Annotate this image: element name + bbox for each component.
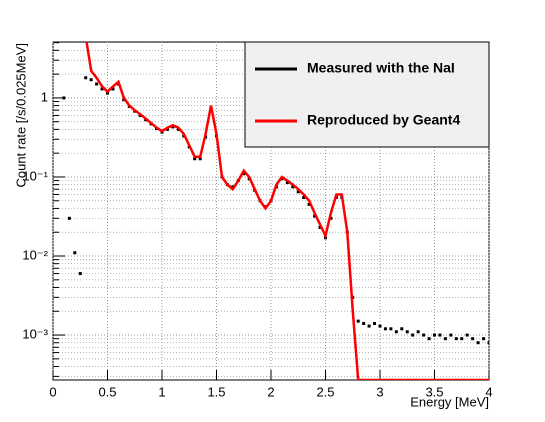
- data-point: [111, 87, 115, 91]
- data-point: [422, 333, 426, 337]
- data-point: [394, 330, 398, 334]
- x-tick-label: 0.5: [98, 384, 116, 399]
- data-point: [465, 333, 469, 337]
- x-tick-label: 2: [267, 384, 274, 399]
- data-point: [198, 157, 202, 161]
- data-point: [193, 157, 197, 161]
- x-axis-label: Energy [MeV]: [410, 394, 489, 409]
- data-point: [389, 327, 393, 331]
- data-point: [416, 330, 420, 334]
- data-point: [487, 341, 489, 345]
- x-tick-label: 4: [485, 384, 492, 399]
- data-point: [443, 337, 447, 341]
- data-point: [454, 337, 458, 341]
- legend-label: Reproduced by Geant4: [307, 112, 460, 128]
- x-tick-label: 2.5: [316, 384, 334, 399]
- legend-box: [244, 41, 490, 148]
- data-point: [67, 216, 71, 220]
- x-tick-label: 1.5: [207, 384, 225, 399]
- x-tick-label: 0: [49, 384, 56, 399]
- data-point: [378, 324, 382, 328]
- data-point: [433, 333, 436, 337]
- data-point: [62, 96, 66, 100]
- data-point: [400, 327, 404, 331]
- legend-label: Measured with the NaI: [307, 60, 455, 76]
- data-point: [362, 322, 366, 326]
- x-tick-label: 3.5: [425, 384, 443, 399]
- data-point: [100, 87, 104, 91]
- y-tick-label: 10⁻¹: [22, 168, 48, 183]
- data-point: [373, 322, 377, 326]
- y-axis-label: Count rate [/s/0.025MeV]: [13, 43, 28, 188]
- x-tick-label: 3: [376, 384, 383, 399]
- data-point: [78, 272, 82, 276]
- y-tick-label: 10⁻²: [22, 247, 48, 262]
- data-point: [438, 333, 442, 337]
- data-point: [449, 333, 453, 337]
- y-tick-label: 10⁻³: [22, 326, 48, 341]
- data-line: [85, 42, 489, 380]
- data-point: [471, 337, 475, 341]
- data-point: [95, 82, 99, 86]
- data-point: [460, 337, 464, 341]
- data-point: [242, 172, 246, 176]
- x-tick-label: 1: [158, 384, 165, 399]
- legend: Measured with the NaI Reproduced by Geant…: [244, 41, 490, 148]
- data-point: [383, 327, 387, 331]
- data-point: [367, 324, 371, 328]
- data-point: [482, 337, 486, 341]
- data-point: [356, 319, 360, 323]
- data-point: [171, 125, 175, 129]
- data-point: [285, 181, 289, 185]
- data-point: [89, 78, 93, 82]
- data-point: [302, 195, 306, 199]
- data-point: [84, 76, 88, 80]
- data-point: [307, 202, 311, 206]
- data-point: [405, 330, 409, 334]
- data-point: [476, 341, 480, 345]
- data-point: [318, 225, 322, 229]
- data-point: [313, 214, 317, 218]
- data-point: [291, 185, 295, 189]
- plot-area: [62, 42, 489, 380]
- data-point: [73, 251, 77, 255]
- data-point: [165, 127, 169, 131]
- data-point: [296, 190, 300, 194]
- data-point: [329, 216, 333, 220]
- data-point: [427, 337, 431, 341]
- data-point: [411, 333, 415, 337]
- y-tick-label: 1: [41, 89, 48, 104]
